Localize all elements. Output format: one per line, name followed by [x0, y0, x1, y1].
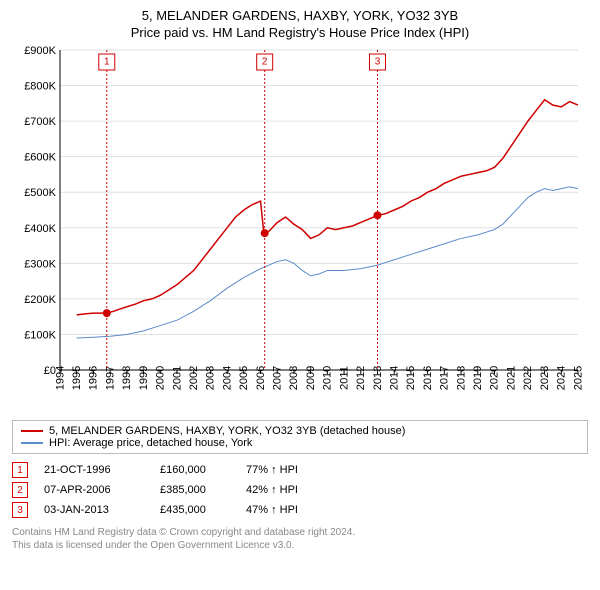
svg-text:£700K: £700K: [24, 116, 56, 128]
legend: 5, MELANDER GARDENS, HAXBY, YORK, YO32 3…: [12, 420, 588, 454]
svg-text:2023: 2023: [539, 366, 551, 390]
marker-row: 2 07-APR-2006 £385,000 42% ↑ HPI: [12, 480, 588, 500]
svg-text:2012: 2012: [355, 366, 367, 390]
legend-swatch: [21, 442, 43, 444]
marker-delta: 77% ↑ HPI: [246, 464, 298, 476]
svg-text:2003: 2003: [205, 366, 217, 390]
svg-text:2004: 2004: [221, 366, 233, 390]
marker-delta: 42% ↑ HPI: [246, 484, 298, 496]
title-address: 5, MELANDER GARDENS, HAXBY, YORK, YO32 3…: [12, 8, 588, 23]
marker-row: 3 03-JAN-2013 £435,000 47% ↑ HPI: [12, 500, 588, 520]
svg-text:1999: 1999: [138, 366, 150, 390]
marker-number-icon: 1: [12, 462, 28, 478]
svg-text:2001: 2001: [171, 366, 183, 390]
svg-text:2008: 2008: [288, 366, 300, 390]
legend-swatch: [21, 430, 43, 432]
svg-text:£800K: £800K: [24, 81, 56, 93]
svg-text:2009: 2009: [305, 366, 317, 390]
marker-number-icon: 2: [12, 482, 28, 498]
svg-text:2025: 2025: [572, 366, 584, 390]
svg-text:2015: 2015: [405, 366, 417, 390]
titles: 5, MELANDER GARDENS, HAXBY, YORK, YO32 3…: [12, 8, 588, 40]
svg-text:2022: 2022: [522, 366, 534, 390]
svg-text:£100K: £100K: [24, 329, 56, 341]
title-subtitle: Price paid vs. HM Land Registry's House …: [12, 25, 588, 40]
marker-delta: 47% ↑ HPI: [246, 504, 298, 516]
footer-line: This data is licensed under the Open Gov…: [12, 539, 588, 552]
marker-price: £435,000: [160, 504, 230, 516]
svg-text:£300K: £300K: [24, 258, 56, 270]
svg-text:2017: 2017: [439, 366, 451, 390]
footer: Contains HM Land Registry data © Crown c…: [12, 526, 588, 552]
svg-text:2010: 2010: [322, 366, 334, 390]
svg-text:2020: 2020: [489, 366, 501, 390]
marker-number-icon: 3: [12, 502, 28, 518]
marker-date: 07-APR-2006: [44, 484, 144, 496]
svg-text:1997: 1997: [104, 366, 116, 390]
chart-area: £0£100K£200K£300K£400K£500K£600K£700K£80…: [12, 44, 588, 414]
legend-label: 5, MELANDER GARDENS, HAXBY, YORK, YO32 3…: [49, 425, 405, 437]
chart-container: 5, MELANDER GARDENS, HAXBY, YORK, YO32 3…: [0, 0, 600, 590]
svg-text:2019: 2019: [472, 366, 484, 390]
markers-table: 1 21-OCT-1996 £160,000 77% ↑ HPI 2 07-AP…: [12, 460, 588, 520]
footer-line: Contains HM Land Registry data © Crown c…: [12, 526, 588, 539]
svg-text:3: 3: [375, 57, 381, 68]
chart-svg: £0£100K£200K£300K£400K£500K£600K£700K£80…: [12, 44, 588, 414]
svg-text:2016: 2016: [422, 366, 434, 390]
svg-text:2005: 2005: [238, 366, 250, 390]
svg-text:1996: 1996: [88, 366, 100, 390]
marker-date: 21-OCT-1996: [44, 464, 144, 476]
svg-text:£900K: £900K: [24, 45, 56, 57]
marker-date: 03-JAN-2013: [44, 504, 144, 516]
marker-row: 1 21-OCT-1996 £160,000 77% ↑ HPI: [12, 460, 588, 480]
svg-text:1998: 1998: [121, 366, 133, 390]
marker-price: £385,000: [160, 484, 230, 496]
svg-text:2006: 2006: [255, 366, 267, 390]
svg-text:£500K: £500K: [24, 187, 56, 199]
svg-text:£200K: £200K: [24, 294, 56, 306]
svg-text:£400K: £400K: [24, 223, 56, 235]
svg-text:2002: 2002: [188, 366, 200, 390]
svg-text:1995: 1995: [71, 366, 83, 390]
svg-text:2014: 2014: [388, 366, 400, 390]
svg-text:1: 1: [104, 57, 110, 68]
svg-text:2007: 2007: [272, 366, 284, 390]
legend-label: HPI: Average price, detached house, York: [49, 437, 252, 449]
legend-item: 5, MELANDER GARDENS, HAXBY, YORK, YO32 3…: [21, 425, 579, 437]
svg-text:2000: 2000: [155, 366, 167, 390]
svg-text:2024: 2024: [556, 366, 568, 390]
svg-text:2: 2: [262, 57, 268, 68]
svg-text:2021: 2021: [505, 366, 517, 390]
svg-text:£600K: £600K: [24, 152, 56, 164]
svg-text:2013: 2013: [372, 366, 384, 390]
marker-price: £160,000: [160, 464, 230, 476]
legend-item: HPI: Average price, detached house, York: [21, 437, 579, 449]
svg-text:2018: 2018: [455, 366, 467, 390]
